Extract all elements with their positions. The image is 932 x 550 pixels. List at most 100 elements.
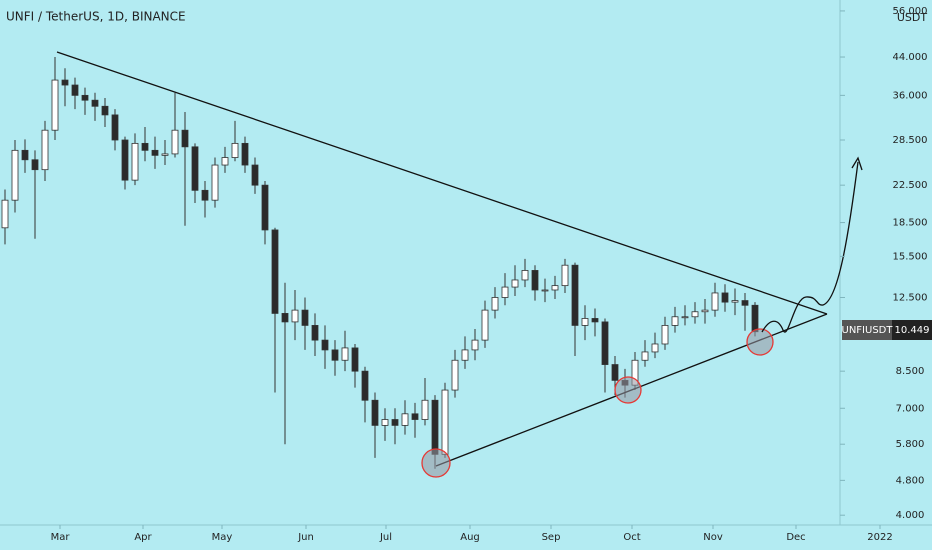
y-tick-label: 28.500: [893, 135, 928, 146]
candle-body: [181, 129, 189, 148]
projection-arrow: [761, 161, 859, 333]
candle-body: [741, 300, 749, 306]
candle-body: [611, 364, 619, 381]
candle-body: [331, 349, 339, 361]
y-tick-label: 18.500: [893, 218, 928, 229]
touch-circle: [746, 328, 774, 356]
candle-body: [191, 146, 199, 191]
candle-body: [711, 292, 719, 311]
candle-body: [111, 114, 119, 141]
candles: [1, 57, 759, 469]
y-tick-label: 15.500: [893, 251, 928, 262]
candle-body: [171, 129, 179, 155]
y-tick-label: 56.000: [893, 6, 928, 17]
touch-circle: [421, 448, 451, 478]
candle-body: [121, 139, 129, 181]
candle-body: [211, 164, 219, 201]
candle-body: [321, 339, 329, 351]
candle-body: [541, 289, 549, 292]
candle-body: [551, 285, 559, 291]
x-tick-label: Nov: [703, 532, 723, 543]
candle-body: [561, 264, 569, 287]
candle-body: [301, 309, 309, 326]
candle-body: [141, 142, 149, 151]
candle-body: [1, 199, 9, 229]
candle-body: [531, 270, 539, 291]
candle-body: [201, 189, 209, 201]
candle-body: [281, 313, 289, 323]
y-tick-label: 12.500: [893, 292, 928, 303]
y-tick-label: 7.000: [896, 403, 925, 414]
candle-body: [501, 286, 509, 298]
x-tick-label: Mar: [51, 532, 71, 543]
last-price-tag: UNFIUSDT 10.449: [842, 320, 932, 340]
candle-body: [601, 321, 609, 365]
candle-body: [691, 311, 699, 318]
y-tick-label: 36.000: [893, 90, 928, 101]
candle-body: [731, 300, 739, 303]
candle-body: [481, 309, 489, 341]
candle-body: [51, 79, 59, 131]
symbol-label: UNFIUSDT: [842, 325, 894, 336]
candle-body: [151, 149, 159, 156]
candle-body: [441, 389, 449, 455]
candle-body: [271, 229, 279, 314]
y-tick-label: 5.800: [896, 439, 925, 450]
candle-body: [101, 105, 109, 116]
candle-body: [471, 339, 479, 351]
candle-body: [21, 149, 29, 161]
candle-body: [221, 157, 229, 166]
candle-body: [511, 279, 519, 288]
candle-body: [81, 94, 89, 101]
candle-body: [71, 84, 79, 96]
candle-body: [91, 99, 99, 107]
touch-circle: [614, 376, 642, 404]
x-tick-label: Jun: [297, 532, 314, 543]
x-tick-label: Dec: [786, 532, 805, 543]
candle-body: [431, 399, 439, 455]
candle-body: [661, 325, 669, 345]
y-tick-label: 8.500: [896, 366, 925, 377]
x-tick-label: Apr: [134, 532, 152, 543]
candle-body: [651, 343, 659, 353]
candle-body: [371, 399, 379, 426]
candle-body: [231, 142, 239, 158]
candle-body: [681, 316, 689, 319]
candle-body: [411, 413, 419, 420]
resistance-line: [56, 51, 828, 315]
candle-body: [671, 316, 679, 326]
x-tick-label: Jul: [379, 532, 392, 543]
candle-body: [241, 142, 249, 166]
annotations: [56, 51, 863, 478]
y-tick-label: 44.000: [893, 52, 928, 63]
candle-body: [291, 309, 299, 323]
candle-body: [581, 318, 589, 326]
x-tick-label: Oct: [623, 532, 640, 543]
candle-body: [131, 142, 139, 181]
arrow-head: [851, 156, 863, 171]
x-tick-label: Sep: [542, 532, 561, 543]
y-tick-label: 22.500: [893, 180, 928, 191]
candle-body: [461, 349, 469, 361]
candle-body: [261, 184, 269, 231]
candle-body: [341, 347, 349, 361]
candle-body: [311, 325, 319, 341]
candle-body: [591, 318, 599, 323]
candle-body: [751, 304, 759, 333]
candle-body: [161, 153, 169, 156]
price-tag: [892, 320, 932, 340]
candle-body: [641, 351, 649, 361]
candle-body: [571, 264, 579, 326]
candle-body: [721, 292, 729, 303]
candle-body: [351, 347, 359, 372]
candle-body: [251, 164, 259, 186]
candle-body: [61, 79, 69, 86]
chart-title: UNFI / TetherUS, 1D, BINANCE: [6, 10, 186, 24]
x-tick-label: Aug: [460, 532, 480, 543]
candle-body: [381, 419, 389, 426]
symbol-tag: [842, 320, 892, 340]
candle-body: [521, 270, 529, 281]
candle-body: [491, 297, 499, 311]
x-tick-label: 2022: [867, 532, 892, 543]
